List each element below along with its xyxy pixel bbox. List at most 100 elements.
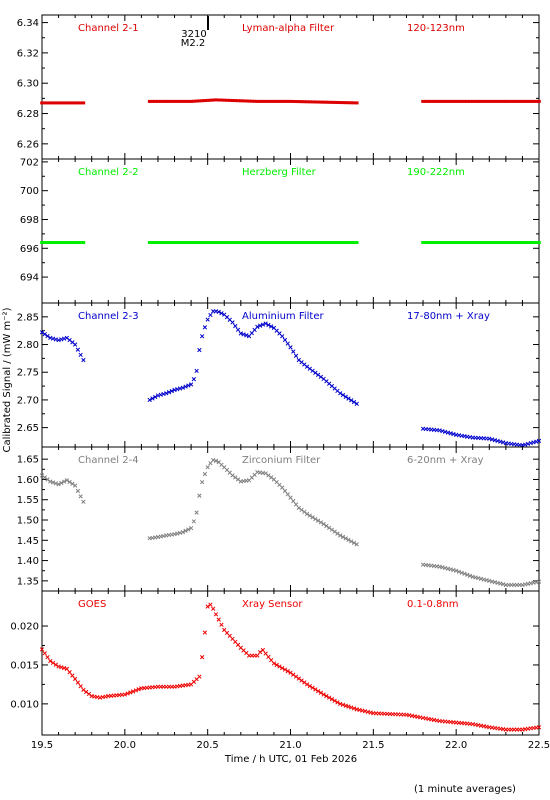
flare-region-label: 3210 — [181, 29, 206, 40]
data-point — [343, 703, 348, 708]
x-tick-label: 20.5 — [197, 740, 219, 751]
data-point — [280, 485, 285, 490]
data-point — [125, 691, 130, 696]
data-point — [318, 520, 324, 525]
data-point — [202, 325, 208, 330]
data-point — [199, 655, 205, 660]
data-point — [315, 518, 321, 523]
data-point — [266, 473, 271, 478]
data-point — [219, 311, 224, 316]
data-point — [186, 383, 191, 388]
data-point — [285, 341, 290, 346]
x-axis-label: Time / h UTC, 01 Feb 2026 — [224, 754, 357, 765]
data-point — [296, 676, 301, 681]
data-point — [153, 394, 158, 400]
data-point — [349, 398, 354, 403]
data-point — [53, 481, 58, 486]
data-point — [255, 324, 260, 329]
data-point — [324, 523, 329, 529]
data-point — [186, 527, 191, 532]
data-point — [313, 687, 318, 692]
data-point — [459, 570, 464, 575]
data-point — [354, 401, 359, 406]
data-point — [42, 475, 47, 480]
panel-frame — [41, 302, 540, 448]
data-point — [454, 568, 459, 573]
data-point — [39, 647, 45, 652]
data-point — [354, 542, 359, 547]
data-point — [150, 396, 155, 401]
data-point — [244, 333, 249, 338]
data-point — [56, 482, 61, 487]
y-tick-label: 2.80 — [17, 340, 39, 351]
data-point — [282, 337, 288, 343]
panel-frame — [41, 590, 540, 736]
y-tick-label: 694 — [20, 273, 39, 284]
data-point — [269, 657, 274, 663]
data-point — [67, 479, 72, 485]
data-point — [70, 481, 75, 486]
data-point — [269, 324, 274, 329]
data-point — [166, 390, 172, 395]
y-tick-label: 1.50 — [17, 516, 39, 527]
filter-label: Zirconium Filter — [242, 455, 321, 466]
data-point — [338, 533, 343, 538]
data-point — [338, 701, 343, 707]
y-tick-label: 1.65 — [17, 455, 39, 466]
data-point — [263, 651, 268, 656]
data-point — [310, 685, 315, 690]
data-point — [343, 536, 348, 541]
data-point — [257, 323, 263, 328]
data-point — [280, 334, 285, 339]
data-point — [456, 569, 462, 574]
data-point — [59, 480, 64, 486]
data-point — [191, 519, 197, 524]
flare-class-label: M2.2 — [181, 38, 206, 49]
y-tick-label: 6.28 — [17, 109, 39, 120]
data-point — [75, 680, 81, 685]
data-point — [205, 317, 210, 322]
data-point — [213, 458, 219, 463]
data-point — [81, 499, 86, 504]
data-point — [180, 530, 185, 535]
y-tick-label: 6.30 — [17, 79, 39, 90]
data-point — [343, 394, 348, 399]
x-tick-label: 21.5 — [362, 740, 384, 751]
data-point — [64, 666, 70, 671]
data-point — [338, 391, 343, 396]
data-point — [45, 333, 50, 339]
y-tick-label: 1.55 — [17, 495, 39, 506]
data-point — [291, 498, 296, 504]
data-point — [285, 669, 290, 674]
data-point — [48, 658, 53, 664]
data-point — [81, 357, 86, 363]
y-tick-label: 696 — [20, 244, 39, 255]
data-point — [462, 571, 467, 576]
data-point — [205, 604, 210, 609]
data-point — [329, 697, 335, 702]
filter-label: Lyman-alpha Filter — [242, 23, 335, 34]
data-point — [39, 330, 45, 335]
panel-1: 6.26 6.28 6.30 6.32 6.34 Channel 2-1 Lyman-alp… — [17, 14, 541, 160]
y-tick-label: 700 — [20, 186, 39, 197]
data-point — [50, 660, 56, 666]
data-point — [130, 689, 136, 694]
data-point — [70, 673, 75, 678]
data-point — [288, 345, 293, 350]
data-point — [324, 693, 329, 699]
data-point — [199, 480, 205, 485]
data-point — [346, 704, 351, 709]
x-tick-label: 22.0 — [445, 740, 467, 751]
data-point — [42, 651, 47, 656]
data-point — [202, 630, 208, 635]
y-tick-label: 2.65 — [17, 423, 39, 434]
channel-label: Channel 2-3 — [78, 311, 139, 322]
filter-label: Herzberg Filter — [242, 167, 317, 178]
data-point — [304, 682, 310, 687]
y-tick-label: 0.015 — [10, 660, 39, 671]
data-point — [194, 510, 199, 515]
data-point — [197, 493, 202, 498]
band-label: 190-222nm — [407, 167, 465, 178]
data-point — [293, 502, 299, 507]
data-point — [213, 612, 219, 617]
